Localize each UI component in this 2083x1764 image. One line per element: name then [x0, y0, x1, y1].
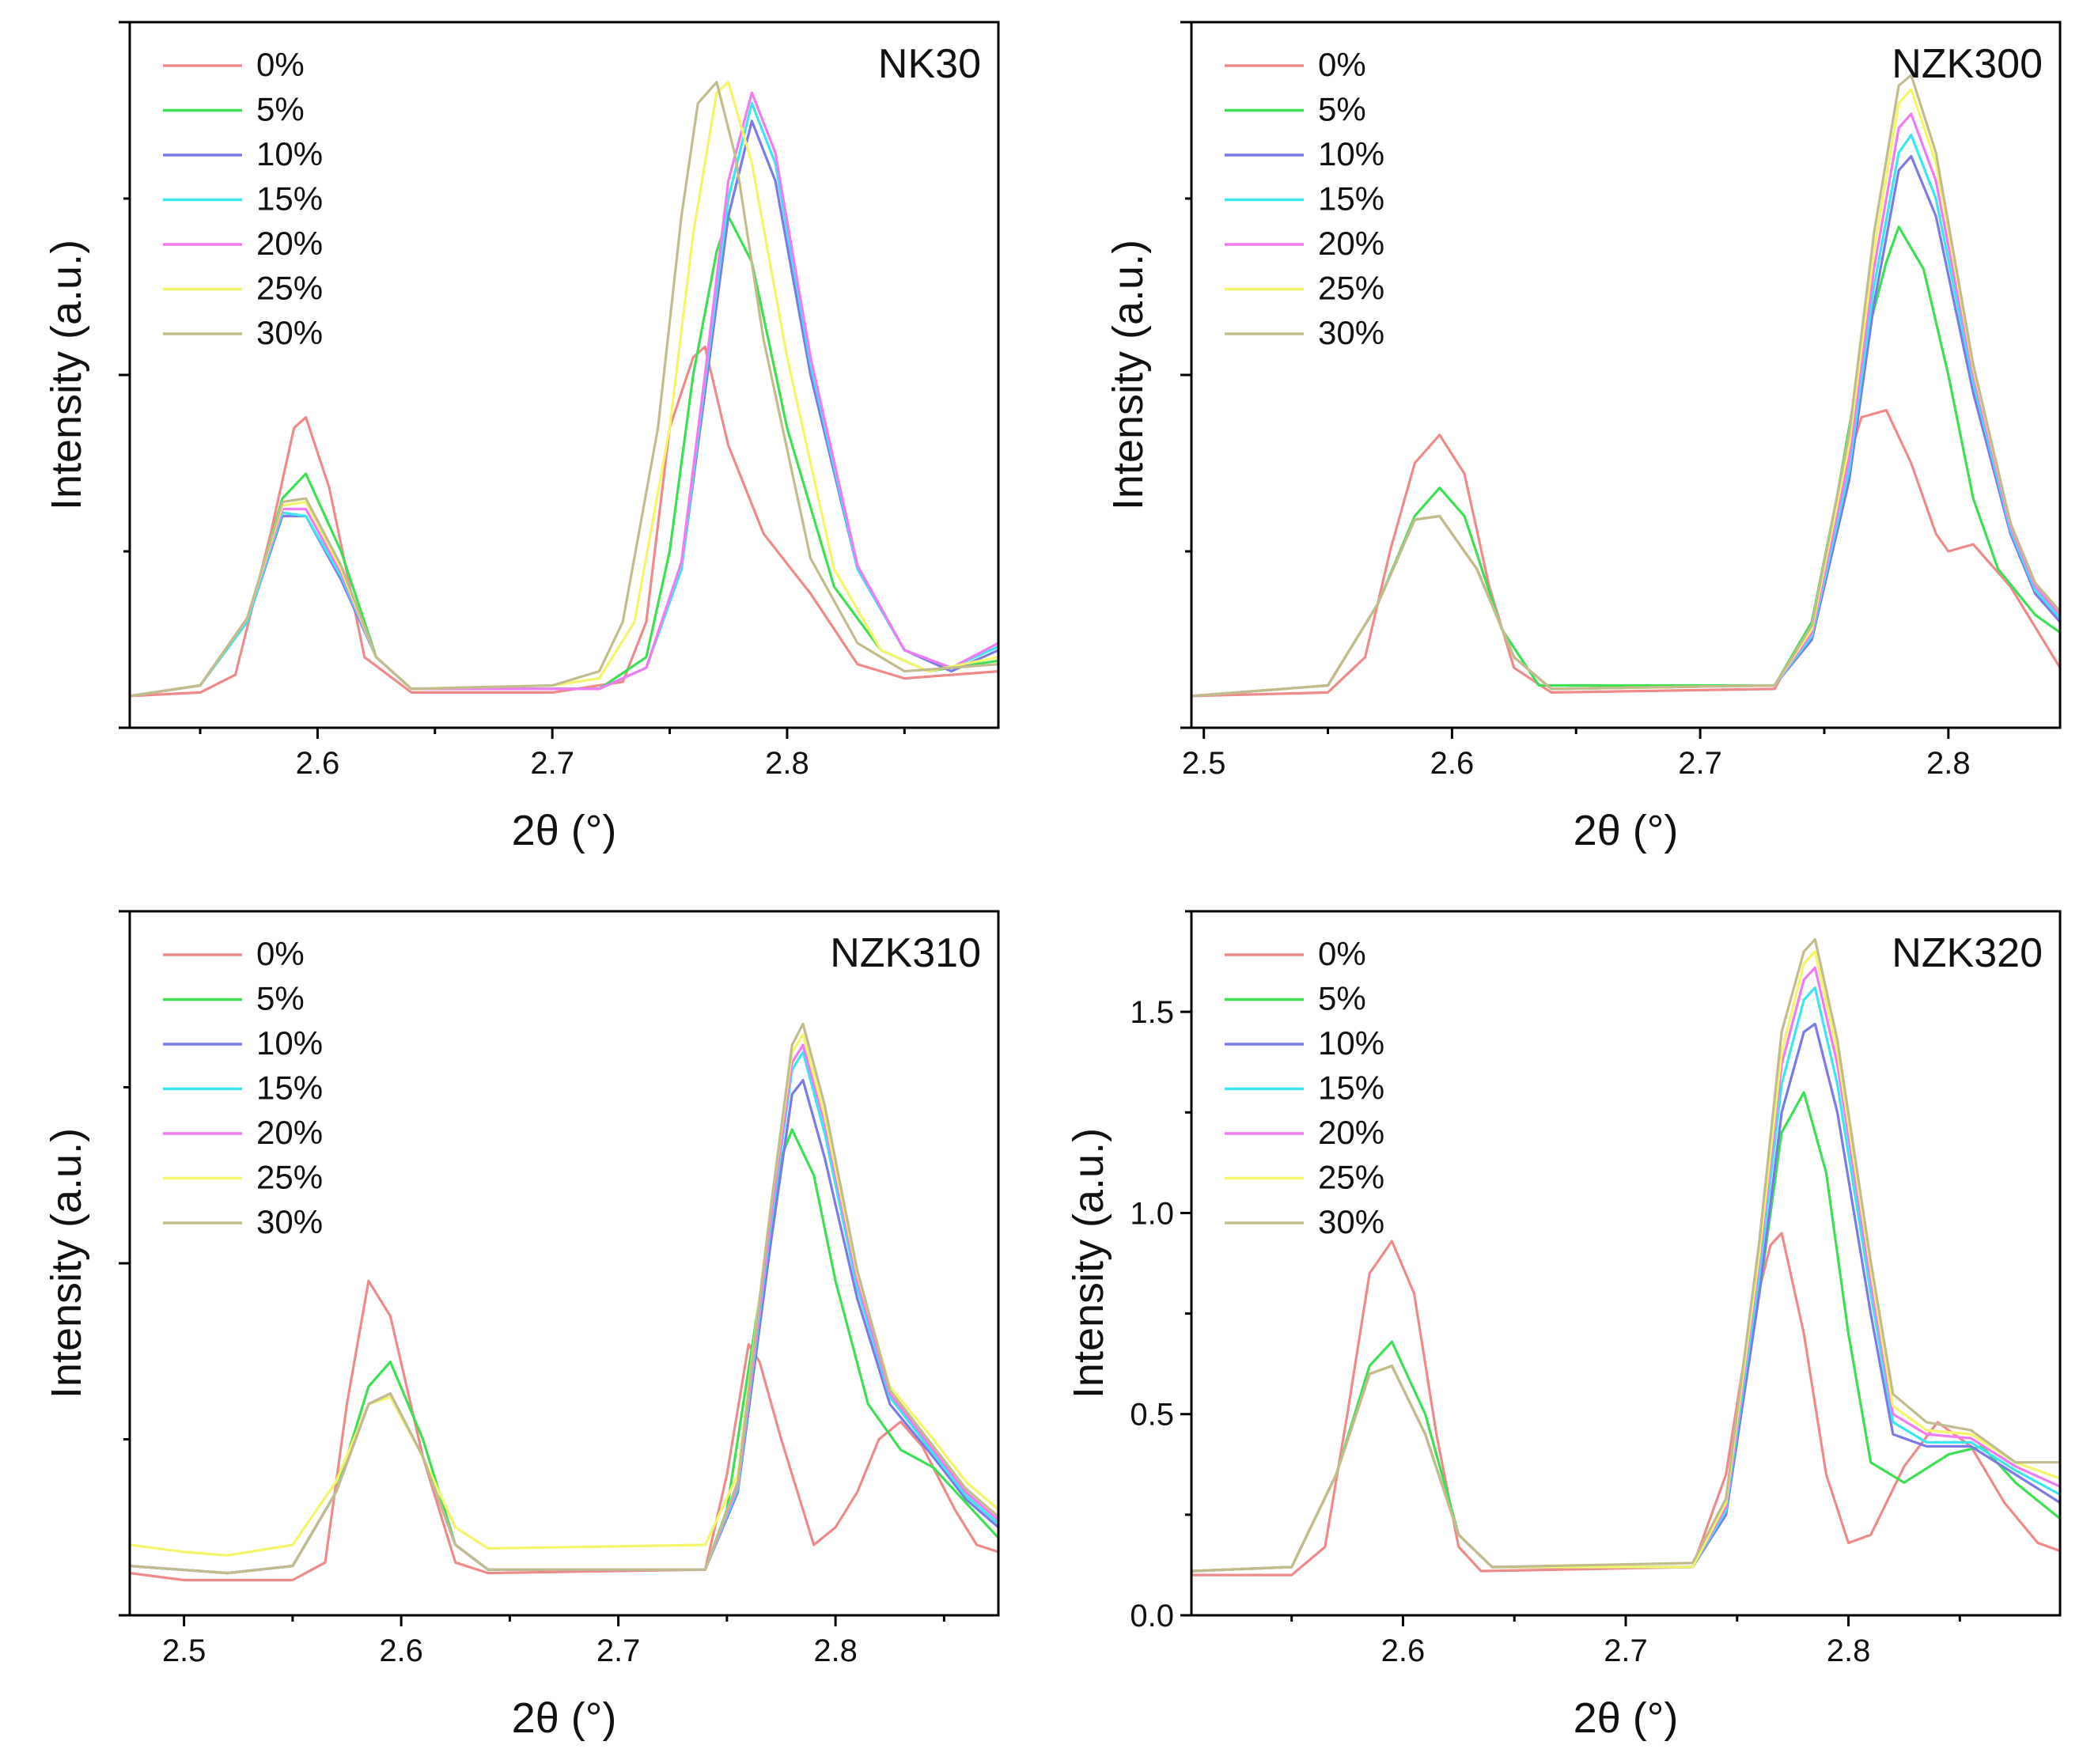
panel-title: NK30: [878, 41, 981, 87]
panel-nk30: 2.6 2.7 2.8 2θ (°) Intensity (a.u.) NK30 0% 5% 1…: [43, 21, 1000, 854]
legend-label: 0%: [256, 935, 305, 972]
legend-label: 30%: [256, 1203, 323, 1240]
legend-label: 5%: [1318, 980, 1366, 1017]
series-line-20pct: [130, 91, 998, 698]
y-tick-label: 1.5: [1130, 995, 1174, 1030]
x-tick-label: 2.5: [162, 1633, 206, 1668]
legend-label: 10%: [256, 1024, 323, 1062]
legend-label: 5%: [256, 980, 305, 1017]
x-tick-label: 2.6: [1430, 746, 1475, 781]
series-line-0pct: [130, 1279, 998, 1582]
plot-frame: [128, 910, 1000, 1617]
y-axis-label: Intensity (a.u.): [1104, 240, 1152, 510]
legend-label: 25%: [1318, 270, 1384, 307]
x-tick-label: 2.7: [530, 746, 574, 781]
series-group: [1191, 938, 2060, 1577]
series-line-0pct: [130, 345, 998, 698]
legend-label: 10%: [1318, 135, 1384, 172]
legend-label: 15%: [1318, 1069, 1384, 1107]
series-line-30pct: [1191, 74, 2060, 698]
x-axis-label: 2θ (°): [512, 1694, 617, 1742]
legend-label: 30%: [1318, 314, 1384, 351]
legend-label: 25%: [1318, 1159, 1384, 1196]
legend-label: 10%: [256, 135, 323, 172]
legend-label: 0%: [1318, 46, 1366, 83]
panel-nzk310: 2.5 2.6 2.7 2.8 2θ (°) Intensity (a.u.) NZK310…: [43, 910, 1000, 1742]
legend-label: 20%: [256, 225, 323, 262]
series-line-30pct: [130, 1022, 998, 1575]
y-axis-label: Intensity (a.u.): [43, 240, 90, 510]
series-line-0pct: [1191, 1232, 2060, 1577]
legend-label: 15%: [256, 180, 323, 218]
y-tick-label: 0.5: [1130, 1398, 1174, 1433]
legend-label: 25%: [256, 1159, 323, 1196]
legend-label: 30%: [1318, 1203, 1384, 1240]
legend-label: 20%: [1318, 1114, 1384, 1151]
series-group: [1191, 74, 2060, 698]
legend-label: 25%: [256, 270, 323, 307]
series-line-25pct: [130, 81, 998, 698]
panel-nzk300: 2.5 2.6 2.7 2.8 2θ (°) Intensity (a.u.) NZK300…: [1104, 21, 2062, 854]
legend-label: 5%: [256, 91, 305, 128]
x-tick-label: 2.8: [1827, 1633, 1871, 1668]
legend-label: 5%: [1318, 91, 1366, 128]
y-axis-label: Intensity (a.u.): [1065, 1128, 1112, 1399]
x-tick-label: 2.5: [1182, 746, 1226, 781]
legend-label: 15%: [256, 1069, 323, 1107]
legend-label: 0%: [1318, 935, 1366, 972]
panel-title: NZK320: [1892, 930, 2043, 976]
x-tick-label: 2.7: [596, 1633, 641, 1668]
legend-label: 15%: [1318, 180, 1384, 218]
x-tick-label: 2.7: [1678, 746, 1722, 781]
x-tick-label: 2.6: [296, 746, 340, 781]
legend-label: 20%: [1318, 225, 1384, 262]
plot-frame: [1190, 21, 2062, 729]
x-tick-label: 2.8: [1926, 746, 1971, 781]
legend-label: 20%: [256, 1114, 323, 1151]
x-tick-label: 2.6: [1381, 1633, 1426, 1668]
x-tick-label: 2.8: [813, 1633, 858, 1668]
series-line-5pct: [130, 1128, 998, 1575]
x-tick-label: 2.7: [1604, 1633, 1648, 1668]
legend-label: 10%: [1318, 1024, 1384, 1062]
series-line-30pct: [130, 81, 998, 698]
y-axis-label: Intensity (a.u.): [43, 1128, 90, 1399]
y-tick-label: 1.0: [1130, 1196, 1174, 1231]
x-axis-label: 2θ (°): [1574, 807, 1679, 854]
legend-label: 30%: [256, 314, 323, 351]
series-line-0pct: [1191, 409, 2060, 698]
series-line-30pct: [1191, 938, 2060, 1573]
panel-nzk320: 2.6 2.7 2.8 0.0 0.5 1.0 1.5 2θ (°) Intensity (a.…: [1065, 910, 2062, 1742]
x-axis-label: 2θ (°): [512, 807, 617, 854]
series-group: [130, 81, 998, 698]
plot-frame: [128, 21, 1000, 729]
y-tick-label: 0.0: [1130, 1599, 1174, 1633]
x-axis-label: 2θ (°): [1574, 1694, 1679, 1742]
panel-title: NZK310: [830, 930, 981, 976]
x-tick-label: 2.8: [765, 746, 809, 781]
x-tick-label: 2.6: [379, 1633, 423, 1668]
series-line-5pct: [130, 214, 998, 698]
plot-frame: [1190, 910, 2062, 1617]
series-line-15pct: [1191, 134, 2060, 698]
legend-label: 0%: [256, 46, 305, 83]
series-group: [130, 1022, 998, 1582]
series-line-25pct: [130, 1033, 998, 1557]
panel-title: NZK300: [1892, 41, 2043, 87]
